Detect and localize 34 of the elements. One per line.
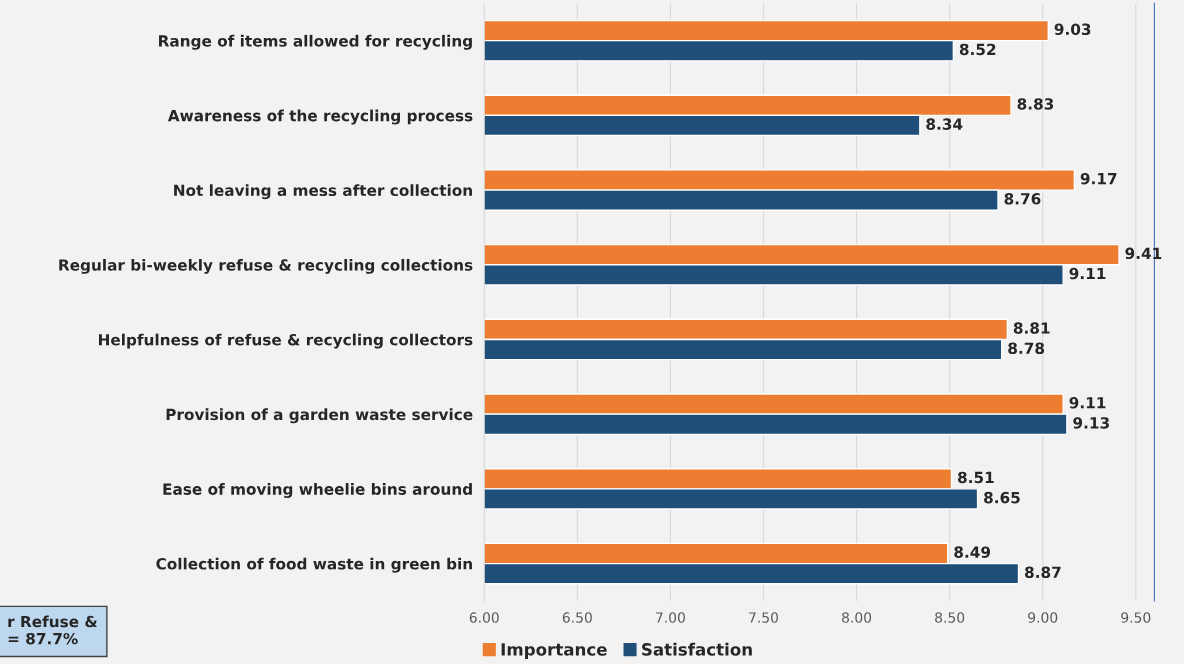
- data-label: 8.52: [959, 43, 996, 56]
- data-label: 8.76: [1004, 193, 1041, 205]
- data-label: 9.13: [1073, 417, 1109, 429]
- data-label: 9.11: [1069, 396, 1106, 409]
- data-label: 8.34: [926, 118, 963, 130]
- y-tick-label: Awareness of the recycling process: [167, 109, 473, 125]
- legend-label: Importance: [501, 643, 607, 659]
- data-label: 9.03: [1054, 23, 1091, 36]
- data-label: 9.17: [1080, 172, 1117, 185]
- data-label: 8.51: [957, 471, 994, 484]
- y-tick-label: Not leaving a mess after collection: [174, 184, 472, 200]
- y-tick-label: Collection of food waste in green bin: [156, 557, 472, 573]
- data-label: 8.83: [1017, 98, 1054, 110]
- data-label: 8.78: [1008, 342, 1045, 354]
- x-tick-label: 7.50: [749, 612, 779, 623]
- x-tick-label: 8.00: [842, 612, 872, 623]
- x-tick-label: 7.00: [656, 612, 685, 623]
- x-tick-label: 9.50: [1121, 612, 1151, 623]
- data-label: 8.81: [1013, 322, 1050, 334]
- y-tick-label: Helpfulness of refuse & recycling collectors: [98, 333, 473, 349]
- x-tick-label: 6.50: [562, 612, 592, 623]
- data-label: 8.65: [984, 491, 1020, 504]
- x-tick-label: 9.00: [1028, 612, 1058, 623]
- y-tick-label: Regular bi-weekly refuse & recycling collections: [59, 258, 473, 274]
- x-tick-label: 6.00: [469, 612, 499, 623]
- y-tick-label: Provision of a garden waste service: [166, 408, 473, 424]
- data-label: 8.87: [1025, 566, 1061, 579]
- text: r Refuse & = 87.7%: [8, 615, 98, 645]
- y-tick-label: Range of items allowed for recycling: [159, 34, 472, 50]
- data-label: 8.49: [954, 546, 991, 558]
- legend-label: Satisfaction: [642, 642, 752, 656]
- x-tick-label: 8.50: [935, 612, 965, 623]
- y-tick-label: Ease of moving wheelie bins around: [163, 483, 472, 498]
- data-label: 9.11: [1069, 267, 1106, 280]
